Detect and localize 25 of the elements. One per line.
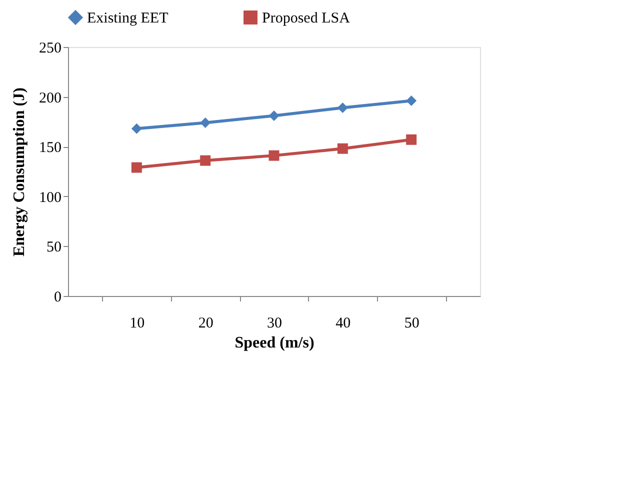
point bbox=[268, 110, 280, 121]
point bbox=[200, 155, 211, 166]
x-tick-label: 10 bbox=[130, 316, 145, 332]
y-tick-label: 200 bbox=[39, 90, 62, 106]
y-tick-label: 150 bbox=[39, 140, 62, 156]
y-tick-label: 0 bbox=[54, 290, 62, 306]
x-tick-label: 40 bbox=[336, 316, 351, 332]
point bbox=[131, 162, 142, 173]
point bbox=[406, 96, 417, 106]
point bbox=[337, 143, 348, 154]
y-tick-label: 50 bbox=[46, 240, 62, 256]
legend-label: Existing EET bbox=[87, 10, 168, 27]
y-tick-label: 250 bbox=[39, 40, 62, 56]
point bbox=[131, 123, 142, 134]
y-tick-label: 100 bbox=[39, 190, 62, 206]
x-axis-title: Speed (m/s) bbox=[234, 334, 314, 352]
point bbox=[337, 102, 348, 113]
x-tick-label: 30 bbox=[267, 316, 282, 332]
point bbox=[200, 117, 211, 128]
y-axis-title: Energy Consumption (J) bbox=[11, 88, 28, 256]
x-tick-label: 20 bbox=[198, 316, 214, 332]
point bbox=[268, 150, 280, 161]
point bbox=[406, 134, 417, 145]
x-tick-label: 50 bbox=[404, 316, 420, 332]
legend-label: Proposed LSA bbox=[262, 10, 350, 27]
